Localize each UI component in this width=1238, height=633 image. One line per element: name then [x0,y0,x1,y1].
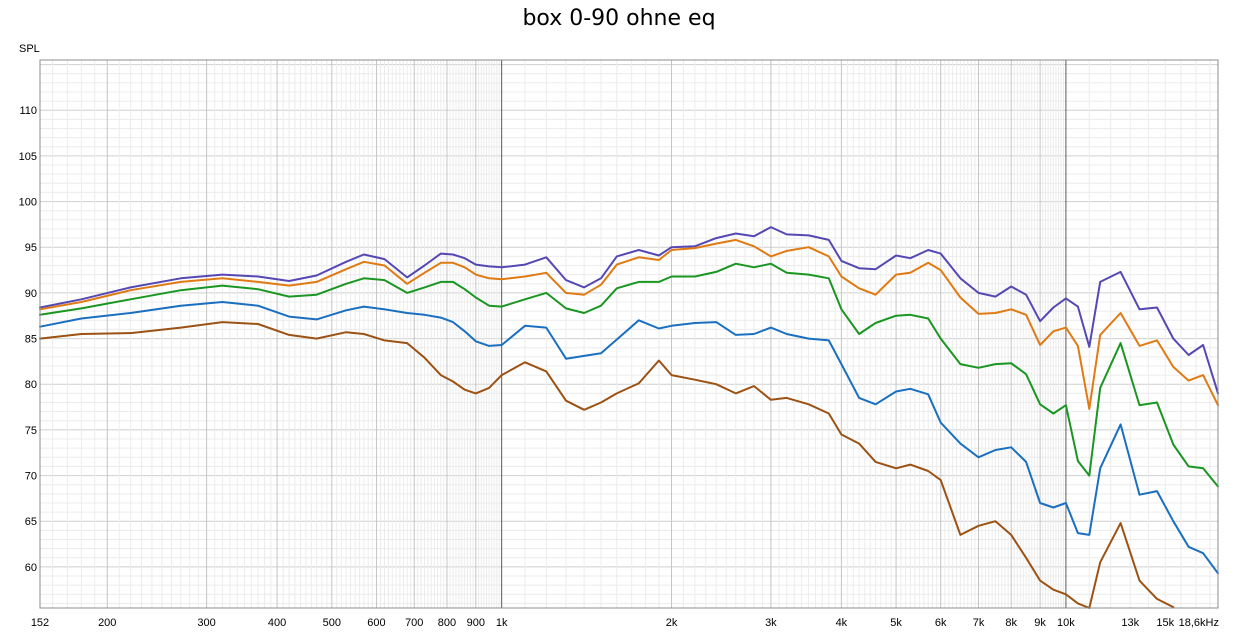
y-tick-label: 85 [25,334,37,346]
y-tick-label: 80 [25,379,37,391]
series-group [39,226,1219,609]
y-tick-label: 60 [25,562,37,574]
series-line-3 [39,262,1219,488]
series-line-4 [39,301,1219,575]
series-line-2 [39,238,1219,410]
x-tick-label: 700 [405,617,423,629]
x-tick-label: 6k [935,617,947,629]
chart-title: box 0-90 ohne eq [522,6,716,31]
x-tick-label: 9k [1034,617,1046,629]
series-line-5 [39,321,1175,609]
x-tick-label: 7k [973,617,985,629]
x-axis-ticks: 152 200 300 400 500 600 700 800 900 1k 2k 3k 4k 5k 6k 7… [31,617,1219,629]
x-tick-label: 500 [323,617,341,629]
y-tick-label: 105 [19,151,37,163]
y-tick-label: 95 [25,242,37,254]
x-tick-label: 10k [1057,617,1075,629]
y-tick-label: 110 [19,105,37,117]
x-tick-label: 600 [367,617,385,629]
x-tick-label: 800 [438,617,456,629]
minor-gridlines [40,60,1218,608]
x-tick-label: 5k [890,617,902,629]
y-tick-label: 90 [25,288,37,300]
x-tick-label: 400 [268,617,286,629]
y-tick-label: 65 [25,516,37,528]
y-axis-label: SPL [19,43,40,55]
x-tick-label: 3k [765,617,777,629]
y-tick-label: 75 [25,425,37,437]
y-tick-label: 100 [19,197,37,209]
y-tick-label: 70 [25,471,37,483]
x-tick-label: 1k [496,617,508,629]
x-tick-label: 4k [836,617,848,629]
plot-frame [39,59,1219,609]
x-tick-label: 13k [1121,617,1139,629]
x-tick-label: 15k [1156,617,1174,629]
x-tick-label: 900 [467,617,485,629]
y-axis-ticks: 60 65 70 75 80 85 90 95 100 105 110 [19,105,37,574]
major-gridlines [501,60,1067,608]
x-tick-label: 2k [666,617,678,629]
x-tick-label: 200 [98,617,116,629]
x-tick-label: 152 [31,617,49,629]
series-line-1 [39,226,1219,395]
x-tick-label: 18,6kHz [1179,617,1219,629]
x-tick-label: 300 [197,617,215,629]
x-tick-label: 8k [1005,617,1017,629]
plot-background [40,60,1218,608]
